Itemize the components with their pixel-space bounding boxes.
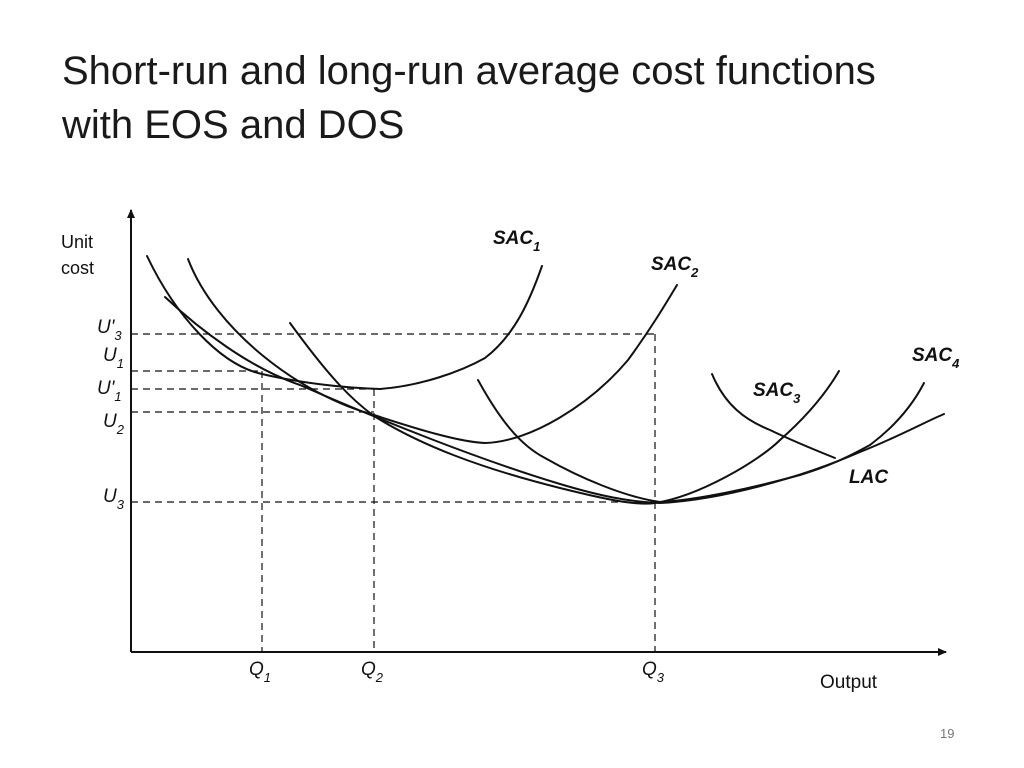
y-label-u3: U3 (103, 486, 125, 512)
x-axis-label: Output (820, 672, 878, 693)
x-label-q1: Q1 (249, 659, 271, 685)
sac4-curve (477, 379, 925, 503)
x-label-q2: Q2 (361, 659, 384, 685)
slide-title-line-1: Short-run and long-run average cost func… (62, 49, 876, 93)
y-axis-label-line-2: cost (61, 258, 94, 278)
y-label-u1: U1 (103, 345, 124, 371)
label-sac4: SAC4 (912, 345, 960, 371)
label-sac2: SAC2 (651, 254, 699, 280)
slide-title-line-2: with EOS and DOS (62, 103, 405, 147)
sac3-curve (289, 322, 840, 505)
y-axis-label-line-1: Unit (61, 232, 93, 252)
sac1-curve (146, 255, 543, 390)
label-sac1: SAC1 (493, 228, 540, 254)
slide-title: Short-run and long-run average cost func… (62, 44, 962, 152)
x-label-q3: Q3 (642, 659, 665, 685)
y-label-u2: U2 (103, 411, 125, 437)
lac-curve (164, 296, 945, 504)
y-label-u1-prime: U'1 (97, 378, 122, 404)
lac-curve-tail (711, 373, 836, 459)
label-lac: LAC (849, 467, 888, 488)
sac2-curve (187, 258, 678, 444)
slide-number: 19 (940, 726, 955, 741)
y-label-u3-prime: U'3 (97, 317, 122, 343)
label-sac3: SAC3 (753, 380, 801, 406)
